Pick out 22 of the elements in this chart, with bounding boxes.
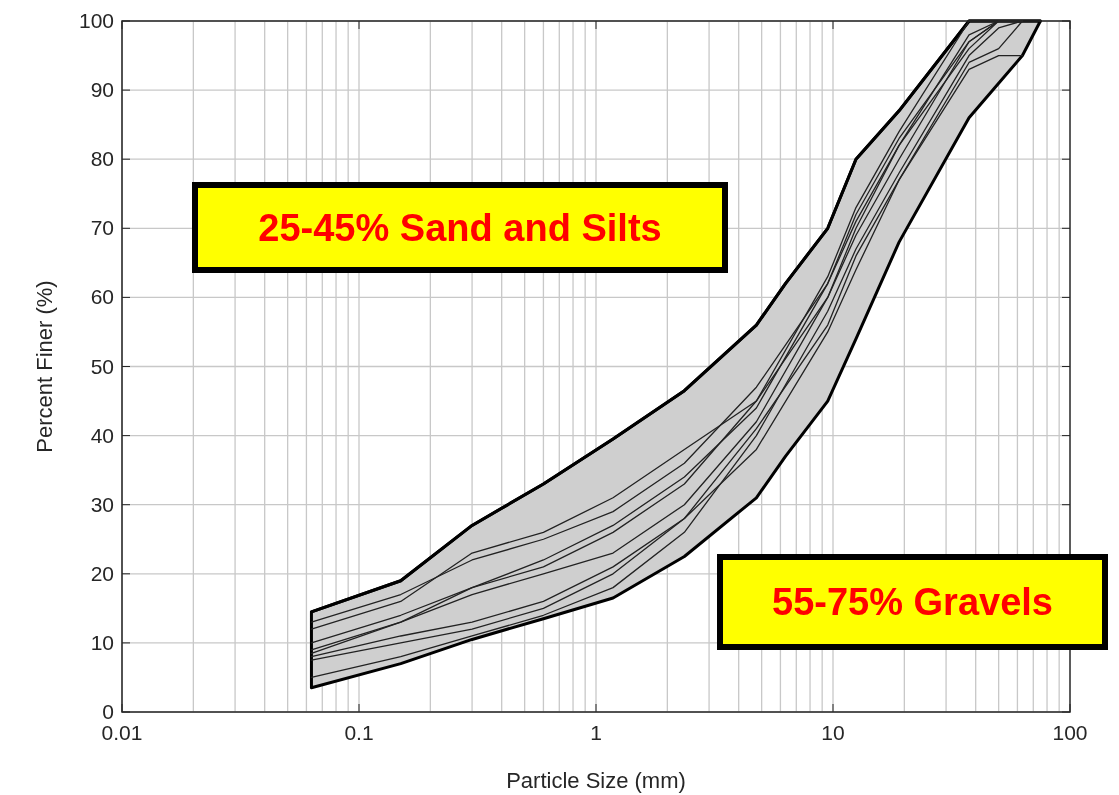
y-tick-label: 10 xyxy=(90,630,114,654)
x-tick-label: 10 xyxy=(821,721,845,744)
x-tick-label: 0.01 xyxy=(101,721,143,744)
y-tick-label: 70 xyxy=(90,216,114,240)
annotation: 25-45% Sand and Silts xyxy=(258,206,662,249)
x-tick-label: 1 xyxy=(590,721,602,744)
text-box: 25-45% Sand and Silts xyxy=(192,182,728,273)
y-tick-label: 90 xyxy=(90,78,114,102)
x-tick-label: 100 xyxy=(1052,721,1088,744)
annotation: 55-75% Gravels xyxy=(772,581,1053,623)
text-box: 55-75% Gravels xyxy=(717,554,1108,650)
y-tick-label: 30 xyxy=(90,492,114,516)
x-axis-title: Particle Size (mm) xyxy=(506,768,686,793)
y-tick-label: 100 xyxy=(78,9,114,32)
y-tick-label: 20 xyxy=(90,561,114,585)
y-tick-label: 80 xyxy=(90,147,114,171)
y-axis-title: Percent Finer (%) xyxy=(32,280,57,453)
y-tick-label: 40 xyxy=(90,423,114,447)
x-tick-label: 0.1 xyxy=(344,721,374,744)
y-tick-label: 50 xyxy=(90,354,114,378)
y-tick-label: 0 xyxy=(102,700,114,723)
y-tick-label: 60 xyxy=(90,285,114,309)
